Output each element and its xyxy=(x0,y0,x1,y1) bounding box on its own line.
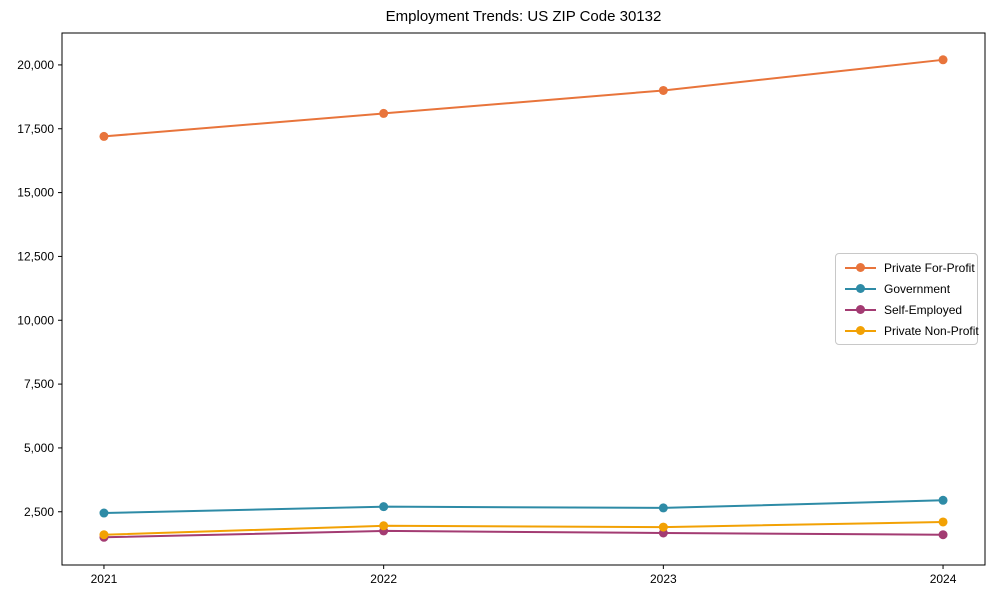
legend-label: Private For-Profit xyxy=(884,260,975,275)
data-point-private-non-profit-2024 xyxy=(938,517,948,527)
y-tick-label: 2,500 xyxy=(24,505,54,519)
legend-label: Private Non-Profit xyxy=(884,323,979,338)
legend-item: Private Non-Profit xyxy=(845,320,979,341)
series-line-private-for-profit xyxy=(103,58,944,138)
x-tick-label: 2021 xyxy=(91,572,118,586)
legend-dot-icon xyxy=(856,262,865,272)
data-point-self-employed-2024 xyxy=(938,530,948,540)
y-tick-label: 15,000 xyxy=(17,186,54,200)
data-point-private-for-profit-2022 xyxy=(379,108,389,118)
legend-dot-icon xyxy=(856,283,865,293)
legend-label: Government xyxy=(884,281,951,296)
data-point-private-non-profit-2023 xyxy=(658,522,668,532)
data-point-government-2024 xyxy=(938,495,948,505)
legend-item: Private For-Profit xyxy=(845,257,977,278)
series-line-self-employed xyxy=(103,529,944,539)
series-line-private-non-profit xyxy=(103,520,944,536)
data-point-government-2022 xyxy=(379,502,389,512)
legend-marker-icon xyxy=(845,262,876,273)
chart-title: Employment Trends: US ZIP Code 30132 xyxy=(385,8,662,25)
y-tick-label: 10,000 xyxy=(17,313,54,327)
data-point-private-for-profit-2024 xyxy=(938,55,948,65)
y-tick-label: 17,500 xyxy=(17,122,54,136)
y-tick-label: 12,500 xyxy=(17,249,54,263)
legend-label: Self-Employed xyxy=(884,302,963,317)
data-point-government-2023 xyxy=(658,503,668,513)
legend-dot-icon xyxy=(856,325,865,335)
legend-item: Government xyxy=(845,278,977,299)
legend-dot-icon xyxy=(856,304,865,314)
y-tick-label: 7,500 xyxy=(24,377,54,391)
data-point-government-2021 xyxy=(99,508,109,518)
y-tick-label: 20,000 xyxy=(17,58,54,72)
data-point-private-for-profit-2023 xyxy=(658,85,668,95)
data-point-private-for-profit-2021 xyxy=(99,131,109,141)
series-line-government xyxy=(103,499,944,515)
legend: Private For-Profit Government Self-Employe… xyxy=(835,253,979,345)
data-point-private-non-profit-2022 xyxy=(379,521,389,531)
data-point-private-non-profit-2021 xyxy=(99,530,109,540)
legend-item: Self-Employed xyxy=(845,299,977,320)
legend-marker-icon xyxy=(845,283,876,294)
x-tick-label: 2023 xyxy=(650,572,677,586)
y-tick-label: 5,000 xyxy=(24,441,54,455)
legend-marker-icon xyxy=(845,304,876,315)
x-tick-label: 2024 xyxy=(930,572,957,586)
legend-marker-icon xyxy=(845,325,876,336)
x-tick-label: 2022 xyxy=(370,572,397,586)
plot-border xyxy=(61,32,986,566)
